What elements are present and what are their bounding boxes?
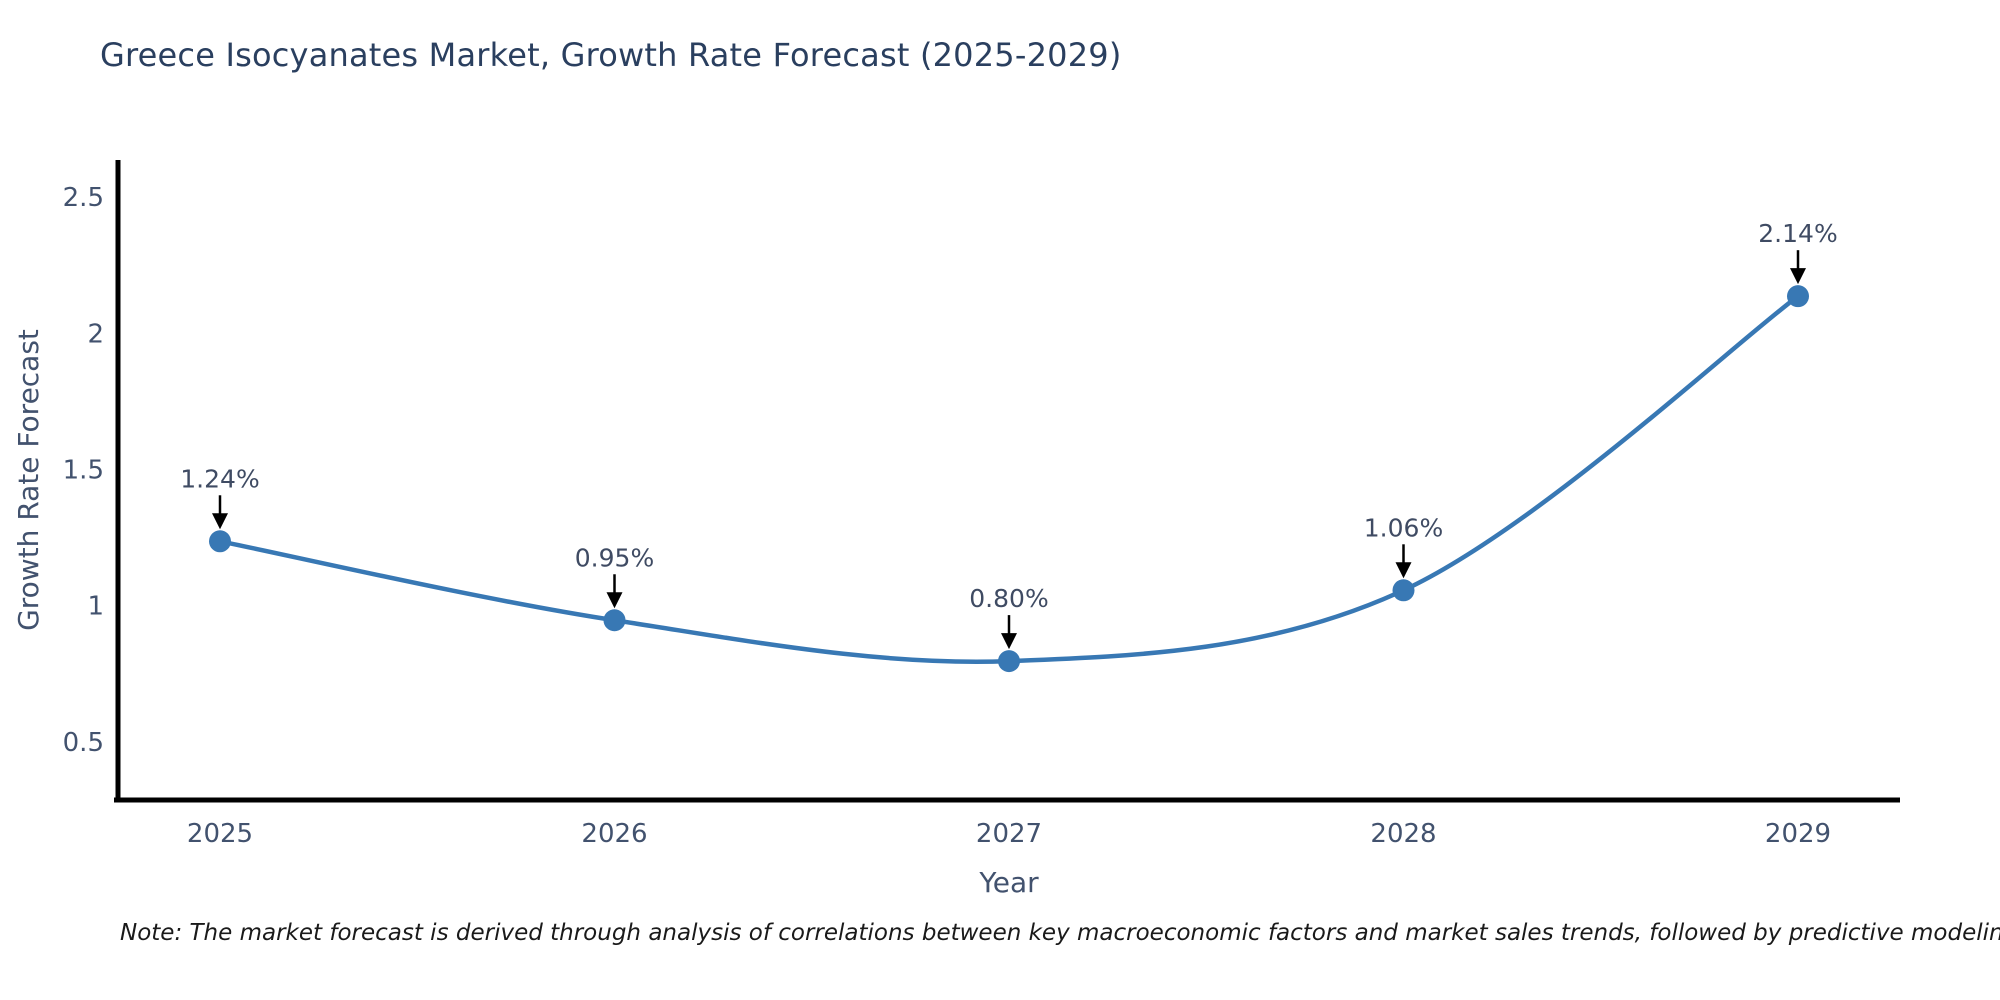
data-point-2025 [209, 530, 231, 553]
annotation-arrow-head [1395, 562, 1412, 579]
annotation-arrow-head [212, 513, 228, 530]
y-tick-label: 2 [87, 319, 104, 349]
data-point-2029 [1787, 285, 1809, 308]
data-point-2028 [1392, 579, 1415, 602]
y-tick-label: 2.5 [63, 183, 104, 213]
x-tick-label: 2028 [1370, 819, 1436, 849]
annotation-label: 1.06% [1364, 513, 1443, 542]
y-tick-label: 0.5 [63, 728, 104, 758]
annotation-arrow-head [1790, 268, 1806, 285]
annotation-label: 0.80% [969, 584, 1048, 613]
x-axis-title: Year [978, 866, 1039, 899]
y-tick-label: 1.5 [63, 455, 104, 485]
y-axis-title: Growth Rate Forecast [12, 329, 45, 631]
annotation-label: 1.24% [180, 464, 259, 493]
x-tick-label: 2025 [187, 819, 253, 849]
x-tick-label: 2026 [581, 819, 647, 849]
data-point-2027 [998, 650, 1020, 673]
annotation-label: 0.95% [575, 543, 654, 572]
annotation-arrow-head [1001, 633, 1017, 650]
x-tick-label: 2029 [1765, 819, 1831, 849]
chart-title: Greece Isocyanates Market, Growth Rate F… [100, 36, 1122, 74]
x-tick-label: 2027 [976, 819, 1042, 849]
data-point-2026 [603, 609, 626, 632]
annotation-label: 2.14% [1758, 219, 1837, 248]
footnote: Note: The market forecast is derived thr… [120, 920, 2000, 946]
annotation-arrow-head [606, 592, 623, 609]
y-tick-label: 1 [87, 592, 104, 622]
axes [114, 160, 1900, 803]
